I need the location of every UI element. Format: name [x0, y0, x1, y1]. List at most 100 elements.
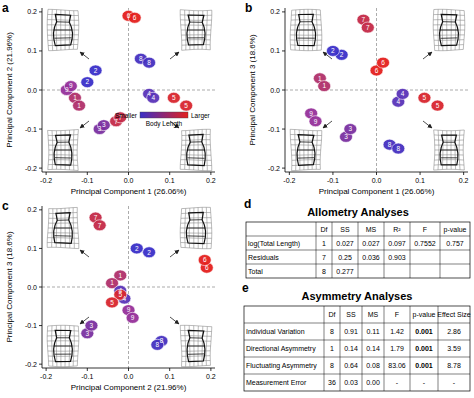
- y-tick: [282, 90, 285, 91]
- deformation-grid: [290, 129, 322, 170]
- point: [326, 45, 339, 56]
- x-tick: [128, 172, 129, 175]
- table-title: Allometry Analyses: [307, 206, 409, 218]
- arrow: [80, 52, 89, 59]
- colorbar-title: Body Length: [146, 120, 183, 128]
- y-tick-label: -0.1: [25, 322, 37, 329]
- grid-line: [49, 365, 78, 367]
- grid-line: [182, 355, 210, 357]
- point-label: 4: [123, 295, 127, 302]
- grid-line: [49, 217, 78, 219]
- point-label: 9: [127, 306, 131, 313]
- table-header: SS: [340, 226, 350, 233]
- grid-line: [47, 24, 79, 25]
- grid-line: [290, 39, 322, 40]
- x-tick-label: 0.1: [165, 177, 175, 184]
- y-tick-label: 0.2: [27, 8, 37, 15]
- point-label: 1: [73, 94, 77, 101]
- table-cell: 0.001: [415, 362, 433, 369]
- y-tick-label: 0.1: [27, 47, 37, 54]
- shape-outline: [187, 15, 205, 45]
- grid-line: [433, 19, 464, 21]
- grid-line: [182, 39, 211, 41]
- point-label: 6: [133, 14, 137, 21]
- grid-line: [181, 247, 211, 248]
- point-label: 8: [139, 55, 143, 62]
- shape-detail: [440, 22, 459, 39]
- grid-line: [49, 207, 78, 208]
- point: [93, 220, 106, 231]
- table-cell: 7: [322, 254, 326, 261]
- point-label: 8: [160, 337, 164, 344]
- point-label: 1: [110, 279, 114, 286]
- point: [106, 297, 119, 308]
- grid-line: [181, 335, 212, 337]
- shape-outline: [54, 330, 73, 361]
- grid-line: [182, 139, 210, 141]
- x-tick-label: 0.2: [459, 177, 469, 184]
- table-header: R²: [393, 226, 401, 233]
- x-tick-label: -0.1: [81, 373, 93, 380]
- panel-label: b: [245, 1, 252, 15]
- table-cell: 0.001: [415, 328, 433, 335]
- grid-background: [181, 10, 211, 50]
- table-header: Df: [329, 311, 336, 318]
- point: [143, 57, 156, 68]
- x-axis-label: Principal Component 1 (26.06%): [319, 187, 435, 196]
- point-label: 5: [172, 94, 176, 101]
- panel: c-0.2-0.10.00.10.2-0.2-0.10.00.10.2Princ…: [2, 199, 216, 392]
- x-axis-label: Principal Component 2 (21.96%): [71, 383, 187, 392]
- panel: a-0.2-0.10.00.10.2-0.2-0.10.00.10.2Princ…: [2, 1, 216, 196]
- grid-line: [47, 340, 79, 341]
- deformation-grid: [47, 207, 79, 248]
- table-cell: log(Total Length): [248, 240, 300, 248]
- point-label: 9: [314, 118, 318, 125]
- y-axis-label: Principal Component 2 (21.96%): [5, 32, 14, 148]
- x-tick: [87, 368, 88, 371]
- point-label: 2: [135, 245, 139, 252]
- point-label: 8: [396, 145, 400, 152]
- point-label: 3: [85, 330, 89, 337]
- point-label: 7: [362, 16, 366, 23]
- colorbar-low-label: Smaller: [115, 112, 138, 119]
- x-tick: [332, 172, 333, 175]
- deformation-grid: [434, 130, 465, 170]
- grid-line: [48, 325, 79, 327]
- grid-line: [181, 154, 211, 155]
- grid-line: [292, 154, 321, 155]
- y-tick-label: 0.2: [27, 206, 37, 213]
- grid-line: [290, 34, 322, 35]
- shape-outline: [186, 212, 205, 243]
- point: [89, 65, 102, 76]
- grid-line: [182, 365, 211, 366]
- table-cell: 0.14: [344, 345, 358, 352]
- point: [318, 81, 331, 92]
- point-label: 5: [436, 102, 440, 109]
- y-tick-label: 0.2: [270, 8, 280, 15]
- grid-line: [435, 49, 464, 50]
- grid-line: [49, 49, 78, 50]
- y-tick-label: -0.2: [25, 165, 37, 172]
- grid-line: [434, 169, 465, 171]
- y-tick-label: 0.0: [27, 87, 37, 94]
- table-cell: 0.036: [362, 254, 380, 261]
- table-header: SS: [346, 311, 356, 318]
- grid-background: [181, 208, 211, 248]
- y-tick-label: -0.2: [25, 361, 37, 368]
- grid-line: [433, 24, 465, 25]
- point-label: 2: [94, 67, 98, 74]
- grid-line: [180, 232, 212, 233]
- grid-line: [182, 49, 211, 50]
- panel: b-0.2-0.10.00.10.2-0.2-0.10.00.10.2Princ…: [245, 1, 469, 196]
- point: [130, 243, 143, 254]
- point: [418, 92, 431, 103]
- point-label: 3: [344, 133, 348, 140]
- table-header: p-value: [413, 311, 436, 319]
- table-cell: 0.14: [366, 345, 380, 352]
- shape-detail: [54, 22, 73, 38]
- point: [81, 77, 94, 88]
- arrow: [170, 250, 179, 257]
- shape-detail: [297, 22, 316, 39]
- shape-detail: [55, 142, 72, 158]
- grid-line: [49, 154, 77, 155]
